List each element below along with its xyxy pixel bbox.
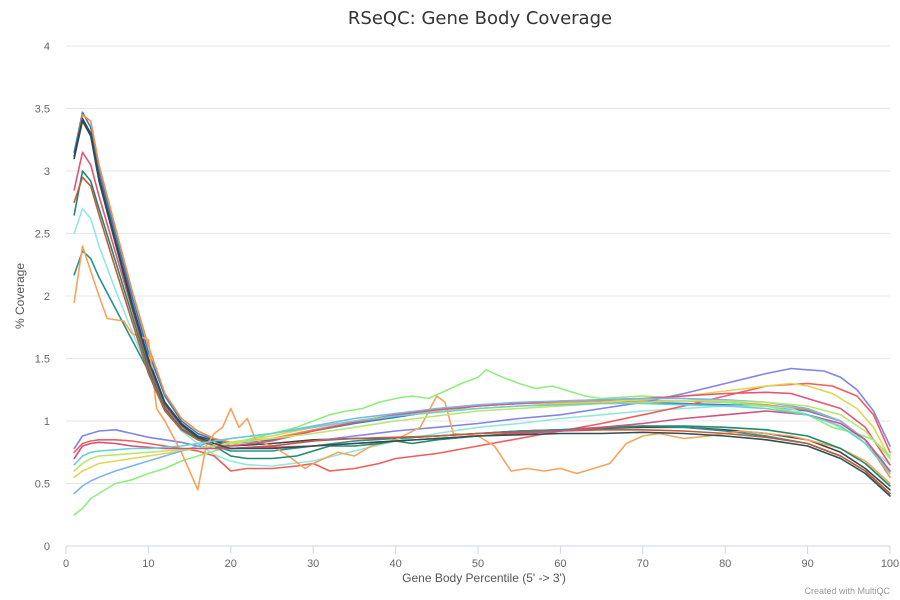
series-line-12[interactable] xyxy=(73,170,891,487)
series-line-14[interactable] xyxy=(73,176,891,495)
chart-title: RSeQC: Gene Body Coverage xyxy=(348,8,612,29)
y-tick-label: 1.5 xyxy=(35,354,50,366)
y-axis-ticks: 0 0.5 1 1.5 2 2.5 3 3.5 4 xyxy=(35,41,50,553)
grid-lines xyxy=(66,45,890,547)
y-axis-label: % Coverage xyxy=(13,263,27,329)
x-axis-label: Gene Body Percentile (5' -> 3') xyxy=(402,571,566,585)
x-tick-label: 20 xyxy=(225,558,237,570)
x-tick-label: 90 xyxy=(801,558,813,570)
credit-text[interactable]: Created with MultiQC xyxy=(804,586,890,596)
y-tick-label: 0.5 xyxy=(35,479,50,491)
series-line-7[interactable] xyxy=(73,250,891,495)
y-tick-label: 4 xyxy=(44,41,50,53)
series-line-5[interactable] xyxy=(73,207,891,467)
x-tick-label: 50 xyxy=(472,558,484,570)
x-tick-label: 70 xyxy=(637,558,649,570)
x-tick-label: 30 xyxy=(307,558,319,570)
x-tick-label: 0 xyxy=(63,558,69,570)
y-tick-label: 3 xyxy=(44,166,50,178)
y-tick-label: 0 xyxy=(44,541,50,553)
series-line-18[interactable] xyxy=(73,402,891,475)
y-tick-label: 2.5 xyxy=(35,229,50,241)
series-line-17[interactable] xyxy=(73,120,891,497)
y-tick-label: 3.5 xyxy=(35,104,50,116)
x-axis-ticks: 0 10 20 30 40 50 60 70 80 90 100 xyxy=(63,546,899,570)
series-line-10[interactable] xyxy=(73,245,891,491)
x-tick-label: 80 xyxy=(719,558,731,570)
y-tick-label: 1 xyxy=(44,416,50,428)
series-line-15[interactable] xyxy=(73,400,891,472)
series-line-1[interactable] xyxy=(73,111,891,472)
series-lines xyxy=(73,111,891,516)
y-tick-label: 2 xyxy=(44,291,50,303)
series-line-6[interactable] xyxy=(73,382,891,472)
series-line-16[interactable] xyxy=(73,410,891,472)
x-tick-label: 60 xyxy=(554,558,566,570)
x-tick-label: 100 xyxy=(881,558,899,570)
x-tick-label: 10 xyxy=(142,558,154,570)
series-line-11[interactable] xyxy=(73,151,891,466)
x-tick-label: 40 xyxy=(389,558,401,570)
